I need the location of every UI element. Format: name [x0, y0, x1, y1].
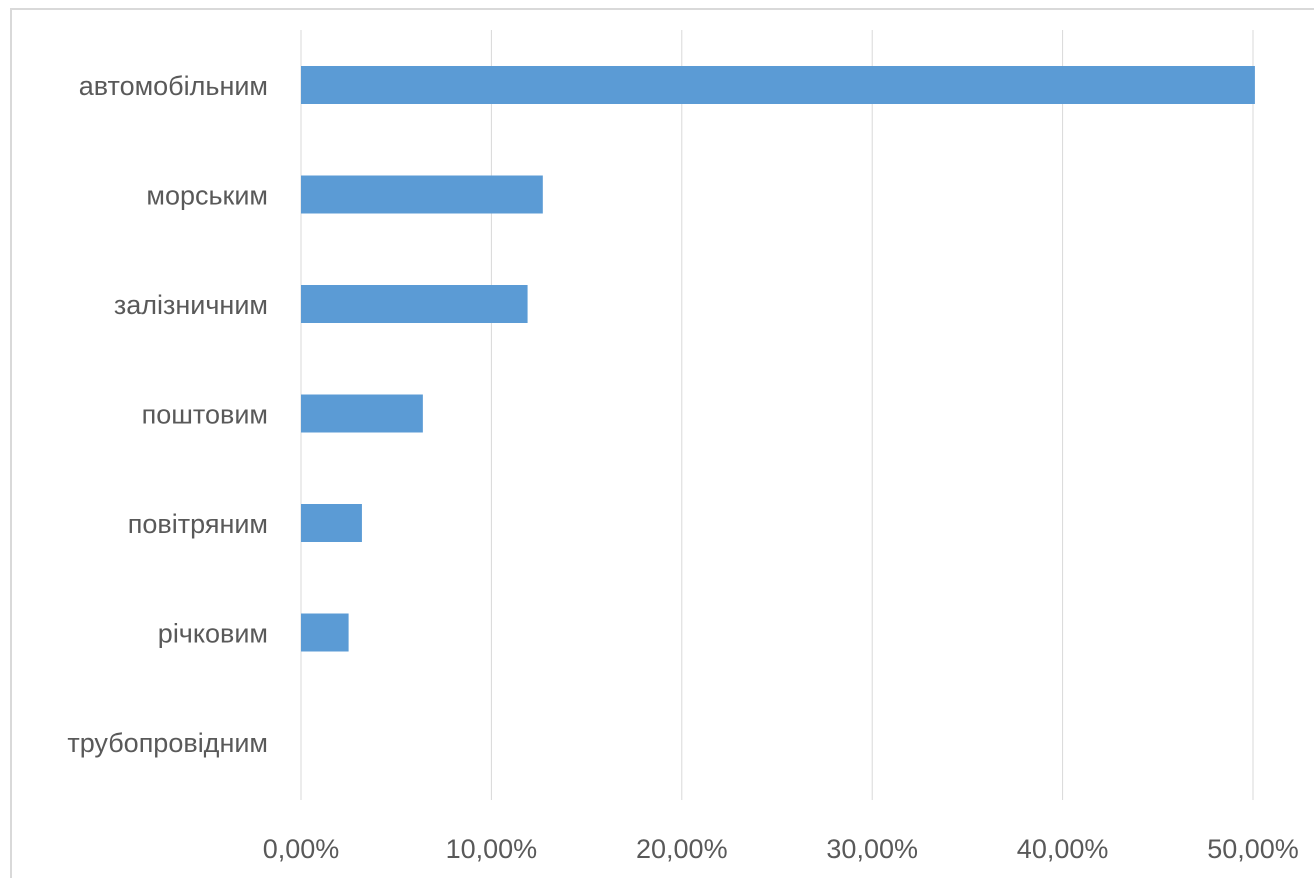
- bar: [301, 613, 349, 652]
- category-label: поштовим: [142, 400, 268, 430]
- category-label: автомобільним: [79, 71, 268, 101]
- category-label: морським: [146, 181, 268, 211]
- bar: [301, 394, 423, 433]
- category-label: повітряним: [128, 509, 268, 539]
- gridlines: [300, 30, 1254, 800]
- x-tick-labels: 0,00% 10,00% 20,00% 30,00% 40,00% 50,00%: [263, 834, 1299, 864]
- chart-frame: [10, 8, 1314, 878]
- bars: [301, 66, 1255, 652]
- category-label: залізничним: [114, 290, 268, 320]
- category-label: трубопровідним: [67, 728, 268, 758]
- bar: [301, 175, 543, 214]
- x-tick-label: 20,00%: [636, 834, 728, 864]
- bar: [301, 66, 1255, 104]
- x-tick-label: 30,00%: [826, 834, 918, 864]
- x-tick-label: 10,00%: [446, 834, 538, 864]
- bar: [301, 504, 362, 542]
- category-labels: автомобільним морським залізничним поштовим…: [67, 71, 268, 758]
- x-tick-label: 0,00%: [263, 834, 340, 864]
- x-tick-label: 40,00%: [1017, 834, 1109, 864]
- bar: [301, 285, 528, 323]
- x-tick-label: 50,00%: [1207, 834, 1299, 864]
- category-label: річковим: [158, 619, 268, 649]
